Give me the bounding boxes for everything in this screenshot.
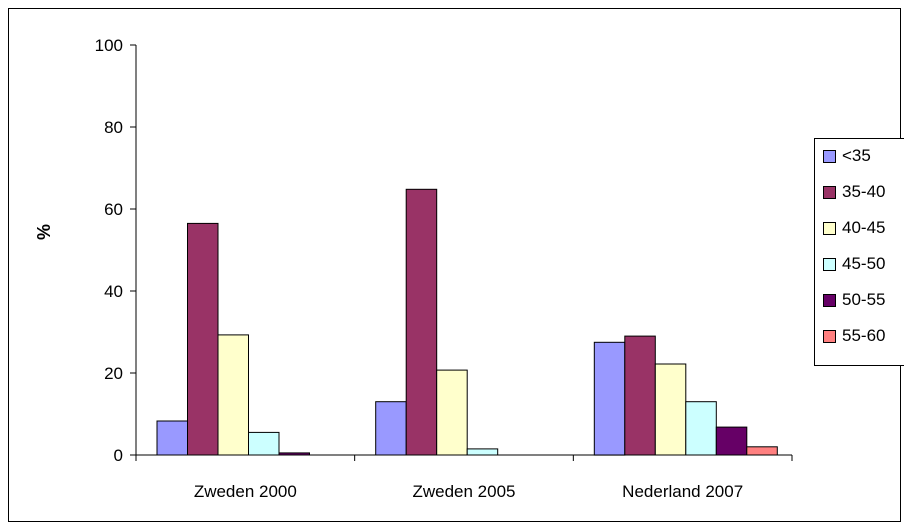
bar-1-series-3 (217, 334, 249, 456)
x-tick-label: Zweden 2000 (194, 482, 297, 501)
legend-label: 35-40 (842, 182, 886, 201)
y-tick-label: 20 (104, 364, 123, 383)
bar-3-series-2 (624, 335, 656, 456)
legend-item: 55-60 (823, 325, 885, 347)
legend-item: 40-45 (823, 217, 885, 239)
y-tick-label: 80 (104, 118, 123, 137)
bar-3-series-5 (715, 426, 748, 456)
legend-label: 55-60 (842, 326, 886, 345)
bar-1-series-4 (248, 431, 280, 456)
legend-swatch (823, 293, 836, 307)
axis-layer: 0 20 40 60 80 100 Zweden 2000 Zweden 2005 Nederl… (95, 36, 793, 501)
bar-2-series-1 (375, 401, 407, 456)
legend-swatch (823, 257, 836, 271)
legend-swatch (823, 329, 836, 343)
x-tick-label: Zweden 2005 (412, 482, 515, 501)
y-tick-label: 40 (104, 282, 123, 301)
legend-item: 50-55 (823, 289, 885, 311)
legend-label: 40-45 (842, 218, 886, 237)
bar-3-series-1 (593, 341, 626, 456)
y-tick-label: 0 (114, 446, 123, 465)
bar-2-series-4 (466, 448, 499, 456)
y-tick-label: 100 (95, 36, 123, 55)
legend-label: 45-50 (842, 254, 886, 273)
y-tick-label: 60 (104, 200, 123, 219)
legend-item: 45-50 (823, 253, 885, 275)
bar-3-series-3 (654, 363, 687, 456)
legend-item: 35-40 (823, 181, 885, 203)
legend-swatch (823, 185, 836, 199)
legend-label: <35 (842, 146, 871, 165)
legend-label: 50-55 (842, 290, 886, 309)
legend-item: <35 (823, 145, 871, 167)
x-tick-label: Nederland 2007 (622, 482, 743, 501)
bar-3-series-6 (746, 446, 778, 456)
bar-1-series-2 (187, 222, 219, 456)
bar-3-series-4 (685, 401, 717, 456)
bar-2-series-3 (436, 369, 468, 456)
bar-1-series-1 (156, 420, 188, 456)
y-axis-title: % (34, 224, 54, 240)
legend-swatch (823, 221, 836, 235)
legend: <35 35-40 40-45 45-50 50-55 55-60 (814, 138, 904, 366)
legend-swatch (823, 149, 836, 163)
bar-2-series-2 (405, 188, 438, 456)
bars-layer (156, 188, 778, 456)
